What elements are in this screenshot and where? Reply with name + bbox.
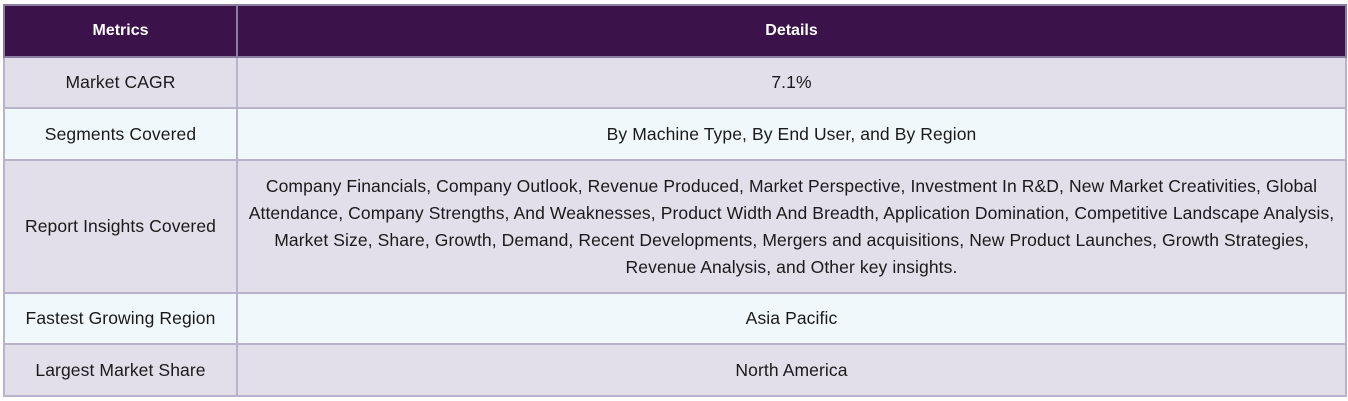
detail-cell: North America — [236, 343, 1347, 397]
detail-cell: 7.1% — [236, 56, 1347, 109]
metric-cell: Market CAGR — [3, 56, 238, 109]
detail-cell: By Machine Type, By End User, and By Reg… — [236, 107, 1347, 161]
table-row: Segments Covered By Machine Type, By End… — [3, 107, 1347, 161]
metric-cell: Report Insights Covered — [3, 159, 238, 294]
table-header-row: Metrics Details — [3, 4, 1347, 58]
table-row: Market CAGR 7.1% — [3, 56, 1347, 109]
table-row: Largest Market Share North America — [3, 343, 1347, 397]
header-details: Details — [236, 4, 1347, 58]
metrics-table: Metrics Details Market CAGR 7.1% Segment… — [3, 4, 1347, 397]
metric-cell: Segments Covered — [3, 107, 238, 161]
detail-cell: Asia Pacific — [236, 292, 1347, 345]
header-metrics: Metrics — [3, 4, 238, 58]
metric-cell: Largest Market Share — [3, 343, 238, 397]
table-row: Report Insights Covered Company Financia… — [3, 159, 1347, 294]
table-row: Fastest Growing Region Asia Pacific — [3, 292, 1347, 345]
detail-cell: Company Financials, Company Outlook, Rev… — [236, 159, 1347, 294]
metric-cell: Fastest Growing Region — [3, 292, 238, 345]
metrics-table-container: Metrics Details Market CAGR 7.1% Segment… — [3, 4, 1347, 397]
